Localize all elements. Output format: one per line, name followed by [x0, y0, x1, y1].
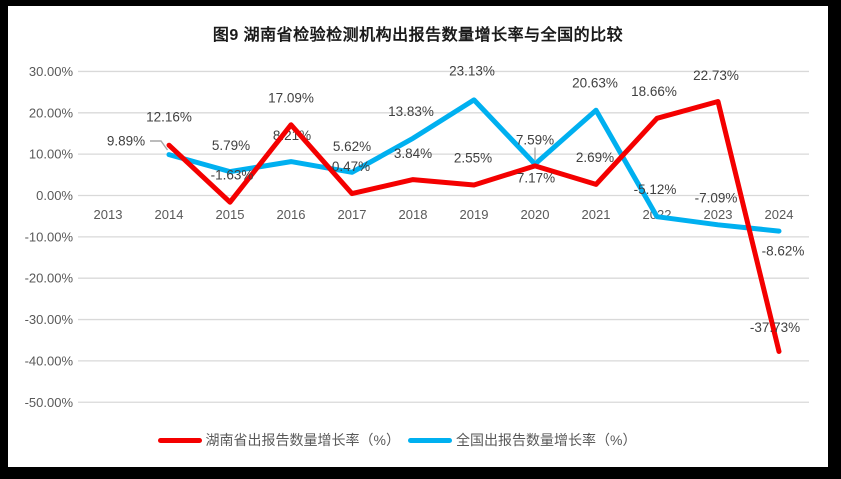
hunan-series-line[interactable] [166, 99, 782, 354]
national-line-marker-icon [408, 437, 452, 443]
y-axis-tick-label: 30.00% [29, 64, 74, 79]
chart-title: 图9 湖南省检验检测机构出报告数量增长率与全国的比较 [212, 27, 624, 44]
label-leader-line [150, 140, 169, 151]
y-axis-tick-label: -30.00% [25, 312, 74, 327]
national-data-label: 20.63% [572, 76, 618, 91]
hunan-data-label: -37.73% [750, 320, 800, 335]
y-axis-tick-label: -40.00% [25, 353, 74, 368]
hunan-data-label: 22.73% [693, 68, 739, 83]
y-axis-tick-label: 10.00% [29, 147, 74, 162]
national-data-label: -7.09% [695, 190, 738, 205]
hunan-data-label: 7.17% [517, 170, 555, 185]
x-axis-tick-label: 2023 [704, 207, 733, 222]
chart-area: 图9 湖南省检验检测机构出报告数量增长率与全国的比较 30.00% 20.00% 1… [8, 6, 828, 467]
y-axis-tick-label: -10.00% [25, 229, 74, 244]
national-data-label: 9.89% [107, 134, 145, 149]
hunan-data-label: 2.55% [454, 150, 492, 165]
national-series-line[interactable] [166, 97, 782, 234]
y-axis-tick-label: 0.00% [36, 188, 73, 203]
legend-label-national: 全国出报告数量增长率（%） [456, 432, 637, 448]
x-axis-tick-label: 2017 [338, 207, 367, 222]
legend-label-hunan: 湖南省出报告数量增长率（%） [205, 432, 400, 448]
legend: 湖南省出报告数量增长率（%） 全国出报告数量增长率（%） [0, 430, 807, 450]
hunan-data-label: 2.69% [576, 150, 614, 165]
national-data-label: 23.13% [449, 63, 495, 78]
hunan-data-label: 17.09% [268, 90, 314, 105]
x-axis-tick-label: 2016 [277, 207, 306, 222]
hunan-data-label: 3.84% [394, 146, 432, 161]
national-data-label: -5.12% [634, 182, 677, 197]
y-axis-tick-label: -20.00% [25, 271, 74, 286]
plot-canvas: 30.00% 20.00% 10.00% 0.00% -10.00% -20.00% -30… [25, 63, 809, 410]
national-data-label: 13.83% [388, 104, 434, 119]
x-axis-tick-label: 2013 [94, 207, 123, 222]
x-axis-tick-label: 2015 [216, 207, 245, 222]
x-axis-tick-label: 2021 [582, 207, 611, 222]
y-axis-tick-label: -50.00% [25, 395, 74, 410]
x-axis-tick-label: 2019 [460, 207, 489, 222]
y-axis-tick-label: 20.00% [29, 105, 74, 120]
legend-item-hunan[interactable]: 湖南省出报告数量增长率（%） [157, 430, 400, 450]
x-axis-tick-label: 2020 [521, 207, 550, 222]
national-data-label: 5.79% [212, 138, 250, 153]
x-axis-tick-label: 2014 [155, 207, 184, 222]
x-axis-tick-label: 2024 [765, 207, 794, 222]
national-data-label: 7.59% [516, 133, 554, 148]
legend-item-national[interactable]: 全国出报告数量增长率（%） [408, 430, 636, 450]
national-data-label: -8.62% [762, 244, 805, 259]
hunan-data-label: 0.47% [332, 159, 370, 174]
hunan-data-label: -1.63% [211, 168, 254, 183]
national-data-label: 5.62% [333, 139, 371, 154]
hunan-data-label: 12.16% [146, 110, 192, 125]
x-axis-tick-label: 2018 [399, 207, 428, 222]
hunan-line-marker-icon [157, 437, 202, 443]
hunan-data-label: 18.66% [631, 84, 677, 99]
